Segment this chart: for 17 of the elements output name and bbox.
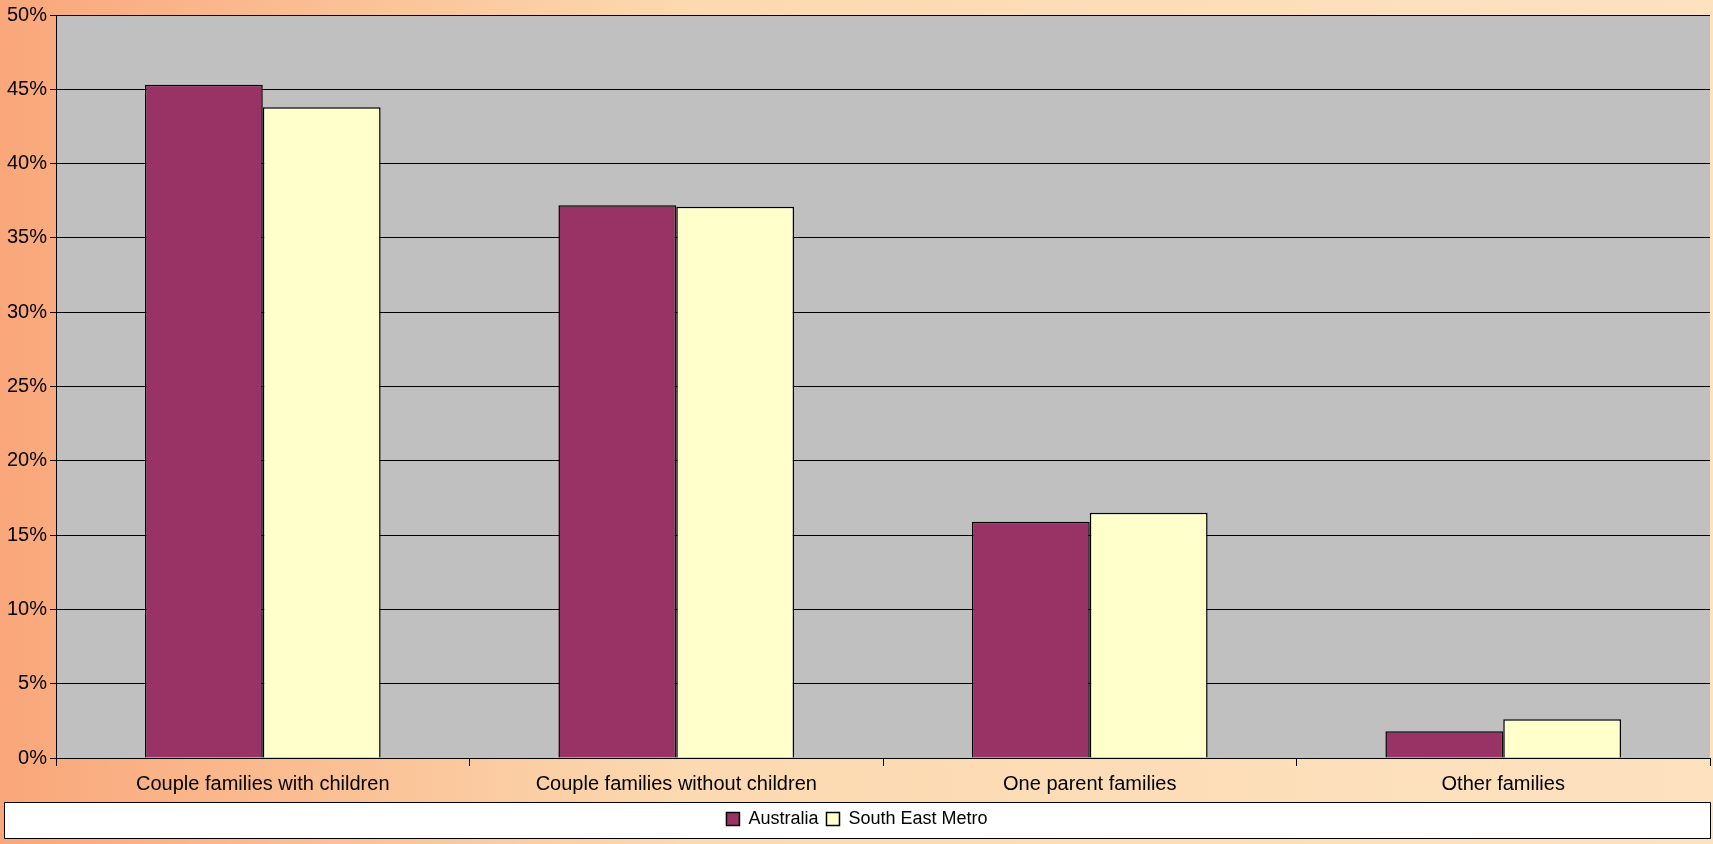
x-tick-label: One parent families: [1003, 771, 1177, 794]
y-tick-label: 20%: [7, 448, 48, 471]
y-tick-label: 45%: [7, 76, 48, 99]
y-tick-label: 5%: [18, 671, 48, 694]
x-tick-label: Other families: [1441, 771, 1565, 794]
y-tick-label: 50%: [7, 2, 48, 25]
x-tick-label: Couple families with children: [136, 771, 390, 794]
y-tick-label: 40%: [7, 151, 48, 174]
y-tick-label: 25%: [7, 374, 48, 397]
y-tick-label: 0%: [18, 745, 48, 768]
y-tick-label: 10%: [7, 596, 48, 619]
y-tick-label: 35%: [7, 225, 48, 248]
y-tick-label: 15%: [7, 522, 48, 545]
legend-label: South East Metro: [848, 807, 988, 828]
x-tick-label: Couple families without children: [535, 771, 817, 794]
y-tick-label: 30%: [7, 299, 48, 322]
legend-label: Australia: [748, 807, 820, 828]
